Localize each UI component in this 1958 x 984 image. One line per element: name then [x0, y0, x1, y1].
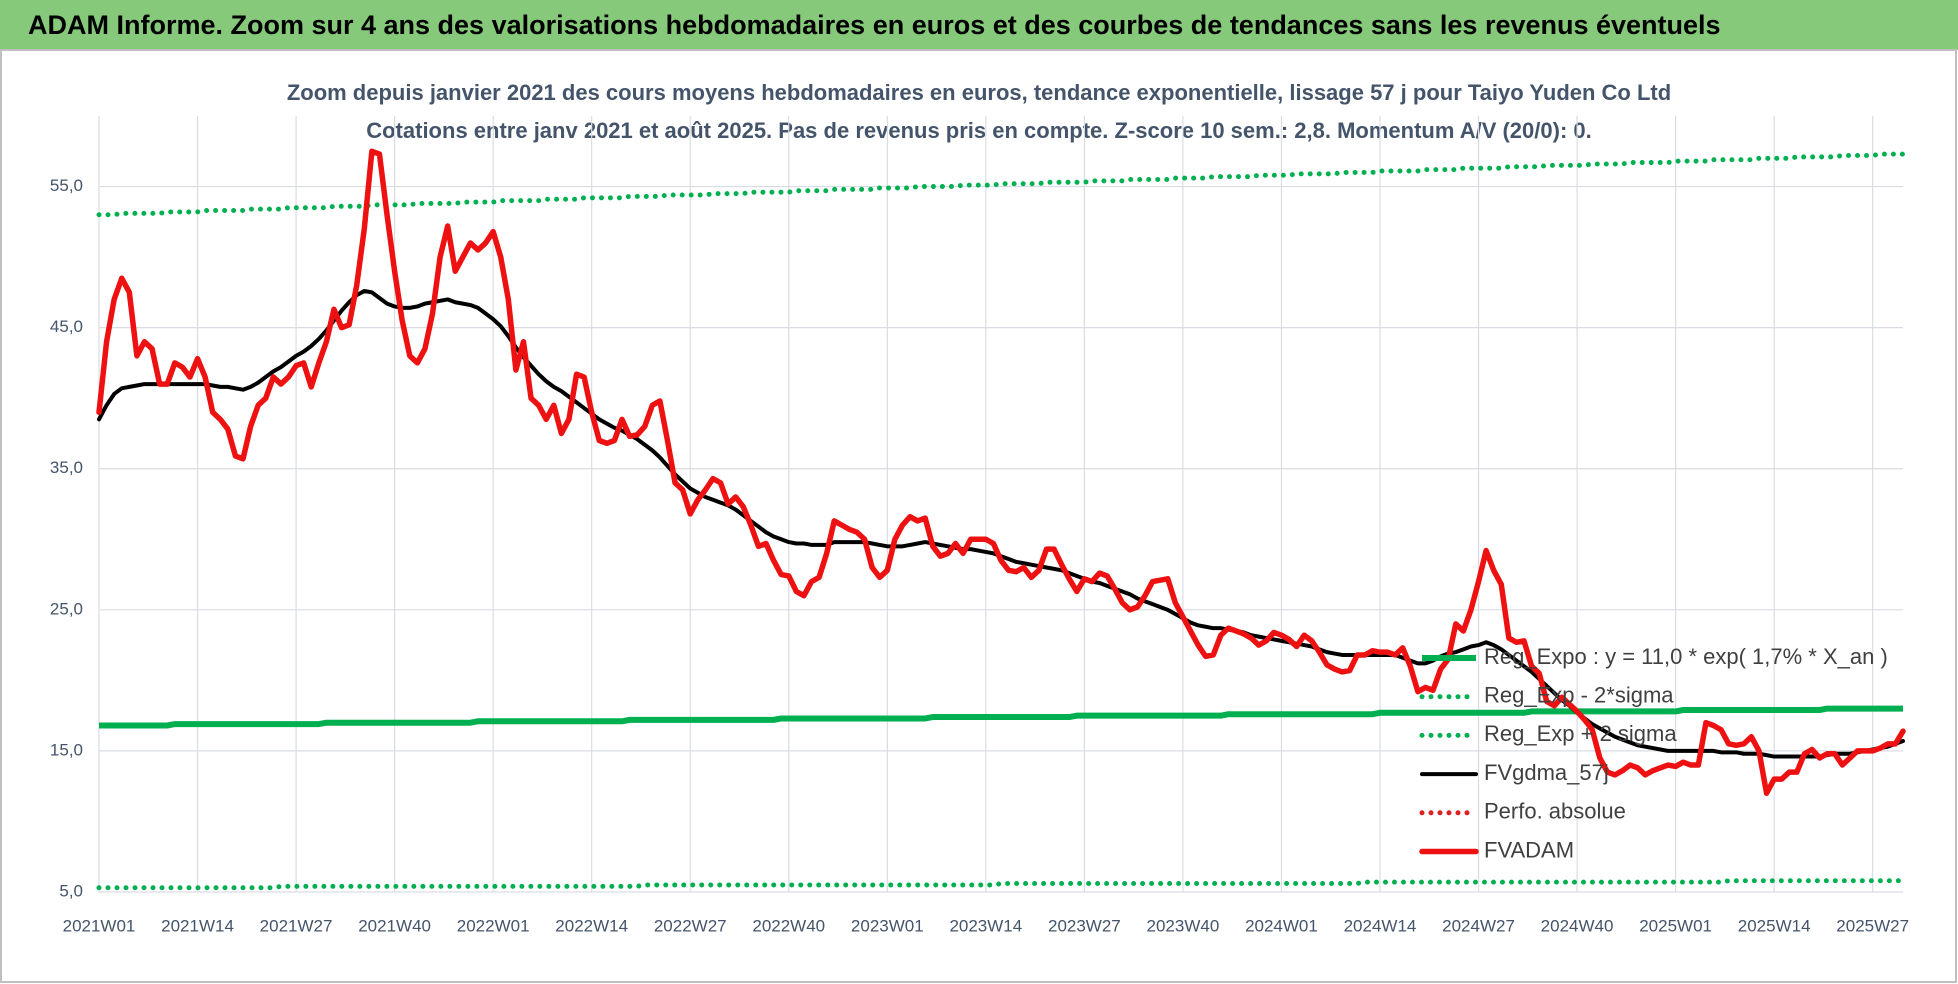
x-tick-label: 2024W27	[1442, 916, 1515, 935]
chart-title: Zoom depuis janvier 2021 des cours moyen…	[287, 80, 1671, 105]
legend: Reg_Expo : y = 11,0 * exp( 1,7% * X_an )…	[1419, 644, 1888, 862]
x-tick-label: 2021W40	[358, 916, 431, 935]
x-tick-label: 2023W27	[1048, 916, 1121, 935]
x-tick-label: 2021W01	[63, 916, 136, 935]
x-tick-label: 2023W01	[851, 916, 924, 935]
x-tick-label: 2025W01	[1639, 916, 1712, 935]
legend-label: FVADAM	[1484, 837, 1574, 862]
series-line	[99, 705, 1903, 729]
chart-subtitle: Cotations entre janv 2021 et août 2025. …	[366, 118, 1592, 143]
legend-label: Reg_Exp - 2*sigma	[1484, 683, 1674, 708]
legend-label: Reg_Expo : y = 11,0 * exp( 1,7% * X_an )	[1484, 644, 1888, 669]
x-tick-label: 2021W27	[260, 916, 333, 935]
y-tick-label: 55,0	[50, 176, 83, 195]
header-band	[0, 0, 1958, 50]
y-tick-label: 45,0	[50, 317, 83, 336]
legend-label: Reg_Exp + 2 sigma	[1484, 721, 1677, 746]
frame	[0, 49, 1957, 983]
y-tick-label: 35,0	[50, 458, 83, 477]
x-tick-label: 2024W40	[1541, 916, 1614, 935]
x-tick-label: 2025W14	[1738, 916, 1811, 935]
y-tick-label: 5,0	[59, 881, 83, 900]
x-tick-label: 2023W14	[949, 916, 1022, 935]
series-lines	[96, 148, 1906, 891]
page-title: ADAM Informe. Zoom sur 4 ans des valoris…	[28, 10, 1721, 40]
grid: 5,0 15,0 25,0 35,0 45,0 55,0 2021W01 2021W14 202…	[50, 116, 1909, 935]
x-tick-label: 2024W01	[1245, 916, 1318, 935]
x-tick-label: 2021W14	[161, 916, 234, 935]
legend-label: FVgdma_57j	[1484, 760, 1609, 785]
legend-label: Perfo. absolue	[1484, 799, 1626, 824]
series-line	[96, 148, 1906, 796]
x-tick-label: 2024W14	[1344, 916, 1417, 935]
x-tick-label: 2022W27	[654, 916, 727, 935]
x-tick-label: 2023W40	[1147, 916, 1220, 935]
series-line	[96, 878, 1906, 891]
x-tick-label: 2025W27	[1836, 916, 1909, 935]
y-tick-label: 15,0	[50, 740, 83, 759]
x-tick-label: 2022W40	[752, 916, 825, 935]
y-tick-label: 25,0	[50, 599, 83, 618]
x-tick-label: 2022W01	[457, 916, 530, 935]
x-tick-label: 2022W14	[555, 916, 628, 935]
